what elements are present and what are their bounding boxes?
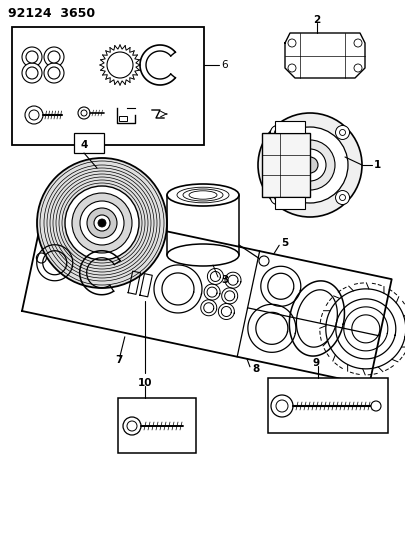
Circle shape [274, 195, 280, 200]
Circle shape [48, 67, 60, 79]
Text: 9: 9 [312, 358, 319, 368]
Text: 92124  3650: 92124 3650 [8, 6, 95, 20]
Circle shape [44, 47, 64, 67]
Circle shape [335, 190, 349, 205]
Circle shape [339, 130, 345, 135]
Text: 8: 8 [252, 364, 258, 374]
Circle shape [258, 256, 269, 266]
Text: 6: 6 [220, 60, 227, 70]
Bar [274, 121, 304, 133]
Bar [261, 133, 309, 197]
Text: 4: 4 [80, 140, 87, 150]
Circle shape [353, 39, 361, 47]
Circle shape [37, 158, 166, 288]
Circle shape [87, 208, 117, 238]
Circle shape [284, 140, 334, 190]
Circle shape [293, 149, 325, 181]
Ellipse shape [166, 184, 239, 206]
Ellipse shape [166, 244, 239, 266]
Bar [274, 197, 304, 209]
Circle shape [287, 39, 295, 47]
Circle shape [65, 186, 139, 260]
Bar [12, 27, 203, 145]
Circle shape [370, 401, 380, 411]
Circle shape [270, 190, 284, 205]
Circle shape [48, 51, 60, 63]
Circle shape [26, 67, 38, 79]
Circle shape [274, 130, 280, 135]
Circle shape [29, 110, 39, 120]
Circle shape [72, 193, 132, 253]
Circle shape [270, 125, 284, 140]
Circle shape [36, 253, 46, 263]
Circle shape [287, 64, 295, 72]
Circle shape [123, 417, 141, 435]
Bar [118, 398, 196, 453]
Circle shape [81, 110, 87, 116]
Text: 3: 3 [220, 275, 228, 285]
Circle shape [271, 127, 347, 203]
Circle shape [257, 113, 361, 217]
Circle shape [353, 64, 361, 72]
Circle shape [127, 421, 136, 431]
Text: 7: 7 [115, 355, 122, 365]
Bar [74, 133, 104, 153]
Bar [267, 378, 387, 433]
Circle shape [335, 125, 349, 140]
Bar [119, 116, 127, 121]
Circle shape [275, 400, 287, 412]
Circle shape [94, 215, 110, 231]
Circle shape [22, 47, 42, 67]
Circle shape [26, 51, 38, 63]
Circle shape [22, 63, 42, 83]
Circle shape [301, 157, 317, 173]
Text: 10: 10 [138, 378, 152, 388]
Circle shape [107, 52, 133, 78]
Circle shape [80, 201, 124, 245]
Text: 5: 5 [281, 238, 288, 248]
Circle shape [78, 107, 90, 119]
Text: 2: 2 [312, 15, 320, 25]
Circle shape [25, 106, 43, 124]
Circle shape [270, 395, 292, 417]
Text: 1: 1 [373, 160, 380, 170]
Circle shape [44, 63, 64, 83]
Circle shape [98, 219, 106, 227]
Circle shape [339, 195, 345, 200]
